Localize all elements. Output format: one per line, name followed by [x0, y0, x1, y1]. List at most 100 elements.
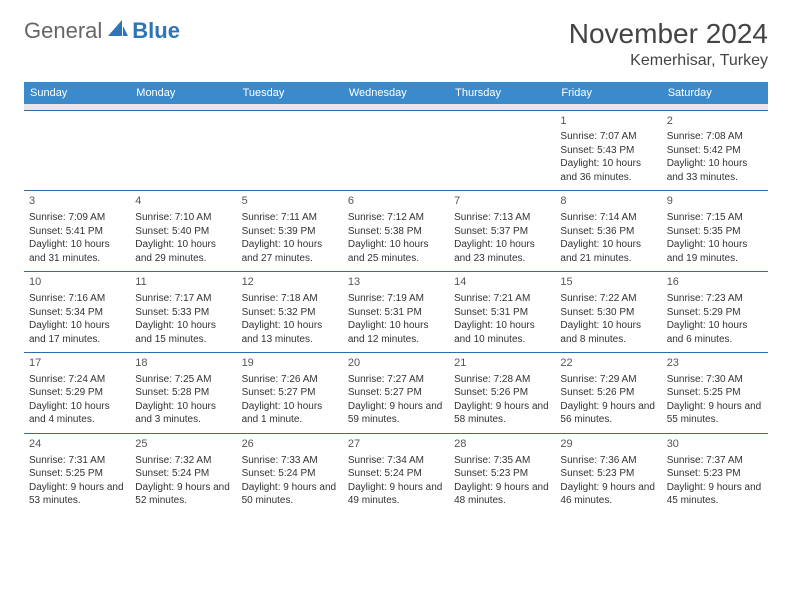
day-line: Sunrise: 7:24 AM [29, 373, 125, 387]
dow-cell: Monday [130, 82, 236, 104]
day-number: 27 [348, 437, 444, 452]
day-line: Sunset: 5:29 PM [667, 306, 763, 320]
day-line: Sunrise: 7:27 AM [348, 373, 444, 387]
day-line: Sunrise: 7:13 AM [454, 211, 550, 225]
day-line: Sunset: 5:31 PM [454, 306, 550, 320]
day-line: Daylight: 9 hours and 53 minutes. [29, 481, 125, 508]
week-row: 24Sunrise: 7:31 AMSunset: 5:25 PMDayligh… [24, 433, 768, 513]
day-line: Daylight: 10 hours and 4 minutes. [29, 400, 125, 427]
day-cell: 19Sunrise: 7:26 AMSunset: 5:27 PMDayligh… [237, 353, 343, 434]
day-cell: 25Sunrise: 7:32 AMSunset: 5:24 PMDayligh… [130, 433, 236, 513]
day-number: 10 [29, 275, 125, 290]
day-cell [343, 110, 449, 191]
day-cell: 9Sunrise: 7:15 AMSunset: 5:35 PMDaylight… [662, 191, 768, 272]
dow-cell: Sunday [24, 82, 130, 104]
day-line: Daylight: 10 hours and 3 minutes. [135, 400, 231, 427]
day-number: 4 [135, 194, 231, 209]
week-row: 3Sunrise: 7:09 AMSunset: 5:41 PMDaylight… [24, 191, 768, 272]
day-line: Sunset: 5:37 PM [454, 225, 550, 239]
day-line: Sunrise: 7:30 AM [667, 373, 763, 387]
day-number: 7 [454, 194, 550, 209]
day-line: Sunset: 5:30 PM [560, 306, 656, 320]
day-line: Daylight: 10 hours and 13 minutes. [242, 319, 338, 346]
day-line: Daylight: 10 hours and 6 minutes. [667, 319, 763, 346]
dow-cell: Thursday [449, 82, 555, 104]
calendar-table: SundayMondayTuesdayWednesdayThursdayFrid… [24, 82, 768, 514]
header: General Blue November 2024 Kemerhisar, T… [24, 18, 768, 70]
day-line: Sunset: 5:36 PM [560, 225, 656, 239]
day-line: Sunset: 5:40 PM [135, 225, 231, 239]
day-number: 8 [560, 194, 656, 209]
day-cell [24, 110, 130, 191]
day-line: Daylight: 10 hours and 12 minutes. [348, 319, 444, 346]
day-cell: 29Sunrise: 7:36 AMSunset: 5:23 PMDayligh… [555, 433, 661, 513]
day-line: Daylight: 10 hours and 33 minutes. [667, 157, 763, 184]
day-line: Daylight: 9 hours and 48 minutes. [454, 481, 550, 508]
day-line: Daylight: 10 hours and 8 minutes. [560, 319, 656, 346]
day-line: Sunrise: 7:22 AM [560, 292, 656, 306]
dow-cell: Friday [555, 82, 661, 104]
day-cell: 1Sunrise: 7:07 AMSunset: 5:43 PMDaylight… [555, 110, 661, 191]
day-line: Sunrise: 7:34 AM [348, 454, 444, 468]
day-cell: 21Sunrise: 7:28 AMSunset: 5:26 PMDayligh… [449, 353, 555, 434]
day-line: Daylight: 10 hours and 36 minutes. [560, 157, 656, 184]
day-line: Sunrise: 7:11 AM [242, 211, 338, 225]
day-line: Daylight: 9 hours and 50 minutes. [242, 481, 338, 508]
day-number: 15 [560, 275, 656, 290]
day-number: 21 [454, 356, 550, 371]
day-cell: 4Sunrise: 7:10 AMSunset: 5:40 PMDaylight… [130, 191, 236, 272]
day-number: 3 [29, 194, 125, 209]
day-number: 18 [135, 356, 231, 371]
day-number: 25 [135, 437, 231, 452]
day-cell: 23Sunrise: 7:30 AMSunset: 5:25 PMDayligh… [662, 353, 768, 434]
day-line: Sunrise: 7:19 AM [348, 292, 444, 306]
day-cell: 15 Sunrise: 7:22 AMSunset: 5:30 PMDayligh… [555, 272, 661, 353]
logo-text-2: Blue [132, 18, 180, 44]
day-line: Sunset: 5:25 PM [29, 467, 125, 481]
day-cell: 20Sunrise: 7:27 AMSunset: 5:27 PMDayligh… [343, 353, 449, 434]
day-number: 6 [348, 194, 444, 209]
day-cell [237, 110, 343, 191]
week-row: 10Sunrise: 7:16 AMSunset: 5:34 PMDayligh… [24, 272, 768, 353]
day-cell: 6Sunrise: 7:12 AMSunset: 5:38 PMDaylight… [343, 191, 449, 272]
day-line: Sunrise: 7:09 AM [29, 211, 125, 225]
day-cell: 28Sunrise: 7:35 AMSunset: 5:23 PMDayligh… [449, 433, 555, 513]
dow-cell: Tuesday [237, 82, 343, 104]
day-line: Daylight: 10 hours and 23 minutes. [454, 238, 550, 265]
day-line: Sunset: 5:24 PM [348, 467, 444, 481]
dow-cell: Saturday [662, 82, 768, 104]
day-line: Daylight: 9 hours and 58 minutes. [454, 400, 550, 427]
day-line: Sunrise: 7:14 AM [560, 211, 656, 225]
day-number: 23 [667, 356, 763, 371]
day-line: Sunset: 5:27 PM [348, 386, 444, 400]
day-line: Sunset: 5:29 PM [29, 386, 125, 400]
day-number: 26 [242, 437, 338, 452]
day-number: 16 [667, 275, 763, 290]
day-line: Daylight: 10 hours and 19 minutes. [667, 238, 763, 265]
day-line: Sunrise: 7:08 AM [667, 130, 763, 144]
day-number: 1 [560, 114, 656, 129]
day-number: 12 [242, 275, 338, 290]
day-line: Sunset: 5:26 PM [560, 386, 656, 400]
day-number: 11 [135, 275, 231, 290]
day-line: Sunset: 5:34 PM [29, 306, 125, 320]
day-line: Sunrise: 7:12 AM [348, 211, 444, 225]
day-line: Daylight: 9 hours and 52 minutes. [135, 481, 231, 508]
logo: General Blue [24, 18, 180, 44]
day-number: 17 [29, 356, 125, 371]
day-line: Sunset: 5:23 PM [454, 467, 550, 481]
day-number: 19 [242, 356, 338, 371]
day-number: 14 [454, 275, 550, 290]
day-cell: 8Sunrise: 7:14 AMSunset: 5:36 PMDaylight… [555, 191, 661, 272]
day-cell [449, 110, 555, 191]
day-cell: 30Sunrise: 7:37 AMSunset: 5:23 PMDayligh… [662, 433, 768, 513]
day-cell: 11Sunrise: 7:17 AMSunset: 5:33 PMDayligh… [130, 272, 236, 353]
day-line: Sunrise: 7:28 AM [454, 373, 550, 387]
day-number: 28 [454, 437, 550, 452]
sail-icon [108, 18, 128, 44]
day-line: Sunset: 5:25 PM [667, 386, 763, 400]
week-row: 1Sunrise: 7:07 AMSunset: 5:43 PMDaylight… [24, 110, 768, 191]
day-number: 24 [29, 437, 125, 452]
month-title: November 2024 [569, 18, 768, 50]
day-line: Daylight: 10 hours and 29 minutes. [135, 238, 231, 265]
